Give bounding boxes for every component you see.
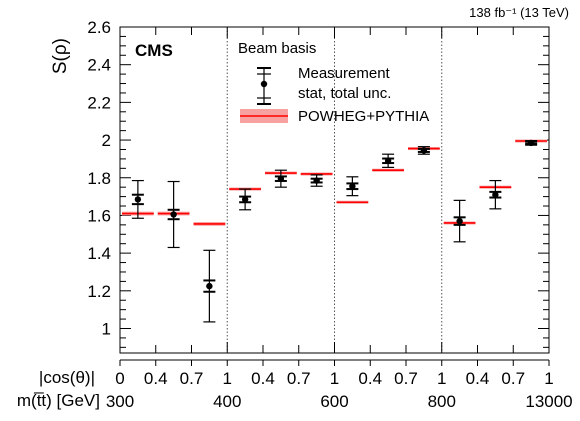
measurement-point — [527, 139, 535, 147]
measurement-point — [420, 147, 428, 154]
x-axis-row1-tick-label: 0.7 — [287, 369, 311, 388]
measurement-point — [456, 217, 463, 225]
x-axis-row1-tick-label: 1 — [437, 369, 446, 388]
y-tick-label: 2.4 — [87, 56, 111, 75]
measurement-point — [277, 175, 285, 182]
y-tick-label: 1 — [102, 320, 111, 339]
x-axis-row1-tick-label: 0.7 — [501, 369, 525, 388]
x-axis-row2-label: m(t̅t) [GeV] — [17, 391, 100, 410]
legend-header: Beam basis — [238, 40, 316, 57]
legend-measurement-note: stat, total unc. — [298, 85, 391, 102]
x-axis-row1-tick-label: 0.4 — [466, 369, 490, 388]
measurement-point — [349, 183, 356, 190]
legend-prediction-marker — [240, 109, 288, 123]
legend-prediction-label: POWHEG+PYTHIA — [298, 108, 429, 125]
x-axis-row1-tick-label: 0.7 — [394, 369, 418, 388]
y-axis-title: S(ρ) — [50, 38, 71, 74]
measurement-point — [134, 196, 142, 203]
x-axis-row2-tick-label: 600 — [320, 392, 348, 411]
y-tick-label: 2 — [102, 131, 111, 150]
y-tick-label: 1.8 — [87, 169, 111, 188]
measurement-point — [384, 157, 392, 164]
measurement-point — [241, 196, 249, 203]
x-axis-row1-tick-label: 0.7 — [180, 369, 204, 388]
x-axis-row1-label: |cos(θ)| — [39, 368, 95, 387]
measurement-point — [206, 282, 213, 290]
x-ticks-layer: 0 0.4 0.7 1 0.4 0.7 1 0.4 0.7 1 0.4 0.7 1 300 400 600 80… — [106, 359, 573, 411]
measurement-point — [170, 211, 177, 218]
x-axis-row1-tick-label: 0.4 — [144, 369, 168, 388]
legend-measurement-point — [260, 80, 268, 88]
plot-layer: 1 1.2 1.4 1.6 1.8 2 2.2 2.4 2.6 — [87, 18, 550, 354]
y-tick-label: 2.6 — [87, 18, 111, 37]
x-axis-row1-tick-label: 0.4 — [358, 369, 382, 388]
x-axis-row1-tick-label: 0.4 — [251, 369, 275, 388]
x-axis-row1-tick-label: 1 — [223, 369, 232, 388]
legend-measurement-label: Measurement — [298, 65, 391, 82]
x-axis-row1-tick-label: 1 — [544, 369, 553, 388]
x-axis-row2-tick-label: 300 — [106, 392, 134, 411]
y-tick-label: 2.2 — [87, 93, 111, 112]
x-axis-row2-tick-label: 13000 — [525, 392, 572, 411]
measurement-point — [492, 191, 499, 198]
x-axis-row2-tick-label: 800 — [428, 392, 456, 411]
y-tick-label: 1.4 — [87, 244, 111, 263]
y-tick-label: 1.2 — [87, 282, 111, 301]
measurement-point — [313, 177, 320, 184]
x-axis-row1-tick-label: 0 — [115, 369, 124, 388]
lumi-label: 138 fb⁻¹ (13 TeV) — [469, 5, 569, 20]
experiment-label: CMS — [135, 41, 173, 60]
x-axis-row2-tick-label: 400 — [213, 392, 241, 411]
legend-measurement-marker — [257, 67, 271, 105]
y-tick-label: 1.6 — [87, 206, 111, 225]
x-axis-row1-tick-label: 1 — [330, 369, 339, 388]
